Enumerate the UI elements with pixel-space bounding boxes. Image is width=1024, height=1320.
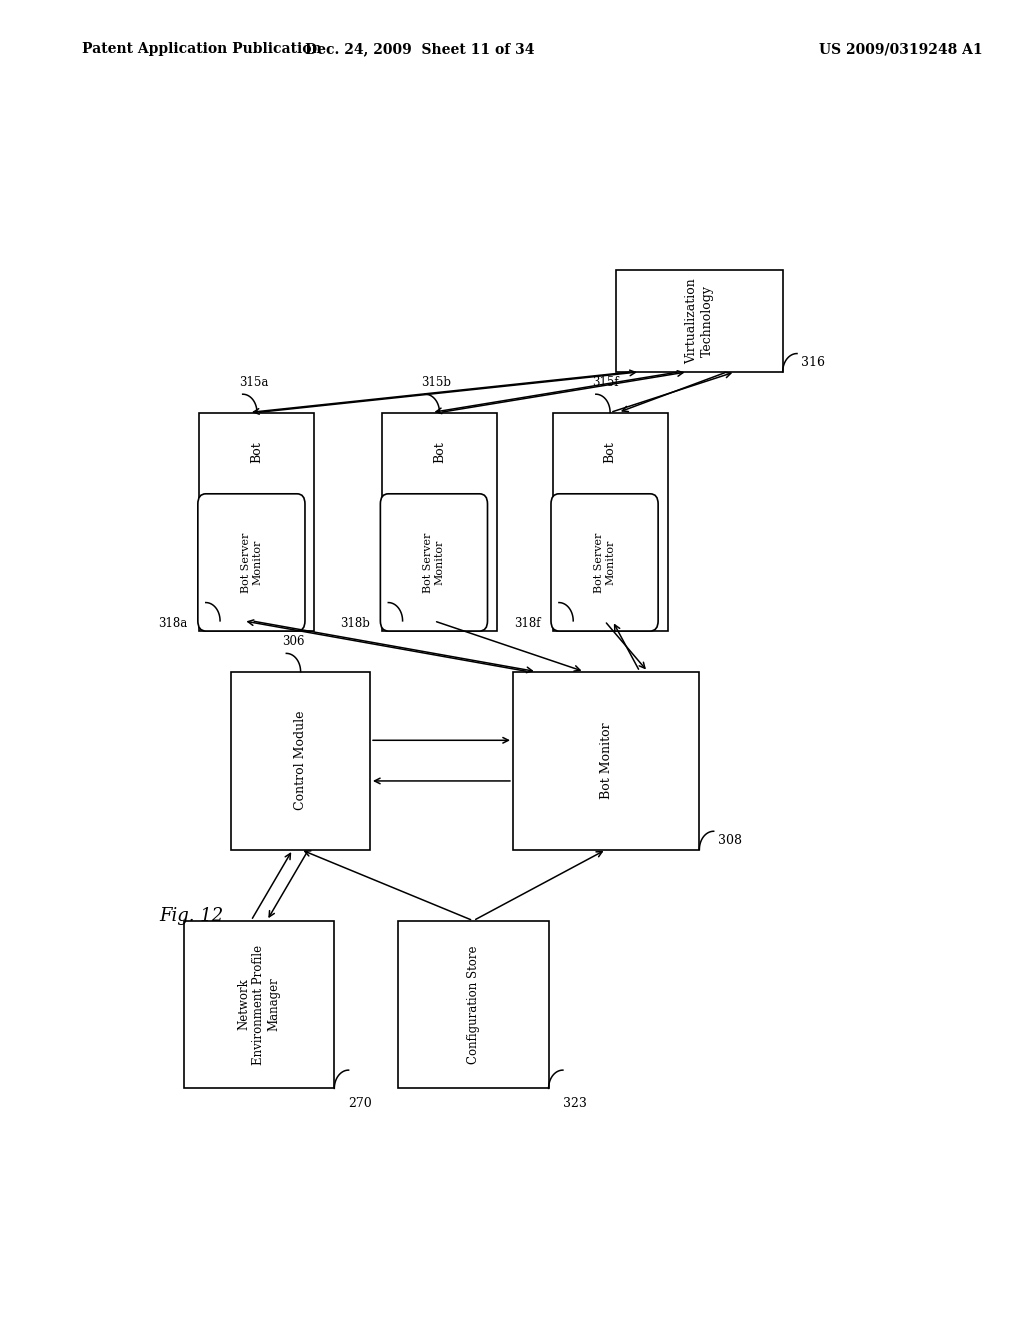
- Text: Bot: Bot: [433, 441, 446, 463]
- Text: Bot: Bot: [603, 441, 616, 463]
- Text: 306: 306: [283, 635, 305, 648]
- Bar: [382, 413, 497, 631]
- Text: Bot Server
Monitor: Bot Server Monitor: [241, 532, 262, 593]
- Text: 270: 270: [348, 1097, 373, 1110]
- Text: Fig. 12: Fig. 12: [160, 907, 224, 924]
- Text: Bot: Bot: [251, 441, 263, 463]
- Text: Virtualization
Technology: Virtualization Technology: [685, 279, 714, 364]
- FancyBboxPatch shape: [380, 494, 487, 631]
- Text: 316: 316: [801, 356, 825, 370]
- Text: Control Module: Control Module: [294, 711, 307, 810]
- Text: Bot Server
Monitor: Bot Server Monitor: [594, 532, 615, 593]
- Text: Network
Environment Profile
Manager: Network Environment Profile Manager: [238, 945, 281, 1065]
- Bar: [513, 672, 699, 850]
- Text: 318b: 318b: [340, 618, 370, 630]
- Bar: [553, 413, 668, 631]
- Text: Patent Application Publication: Patent Application Publication: [82, 42, 322, 57]
- Text: 315b: 315b: [421, 376, 452, 389]
- Text: Configuration Store: Configuration Store: [467, 945, 479, 1064]
- FancyBboxPatch shape: [198, 494, 305, 631]
- Text: 315f: 315f: [592, 376, 618, 389]
- FancyBboxPatch shape: [551, 494, 658, 631]
- Text: 308: 308: [718, 834, 741, 847]
- Bar: [616, 271, 782, 372]
- Bar: [183, 921, 334, 1089]
- Text: Bot Server
Monitor: Bot Server Monitor: [423, 532, 444, 593]
- Text: 318a: 318a: [159, 618, 187, 630]
- Text: Dec. 24, 2009  Sheet 11 of 34: Dec. 24, 2009 Sheet 11 of 34: [305, 42, 535, 57]
- Text: Bot Monitor: Bot Monitor: [600, 722, 612, 799]
- Text: US 2009/0319248 A1: US 2009/0319248 A1: [819, 42, 983, 57]
- Text: 323: 323: [563, 1097, 587, 1110]
- Bar: [397, 921, 549, 1089]
- Bar: [200, 413, 314, 631]
- Text: 318f: 318f: [514, 618, 541, 630]
- Bar: [231, 672, 370, 850]
- Text: 315a: 315a: [239, 376, 268, 389]
